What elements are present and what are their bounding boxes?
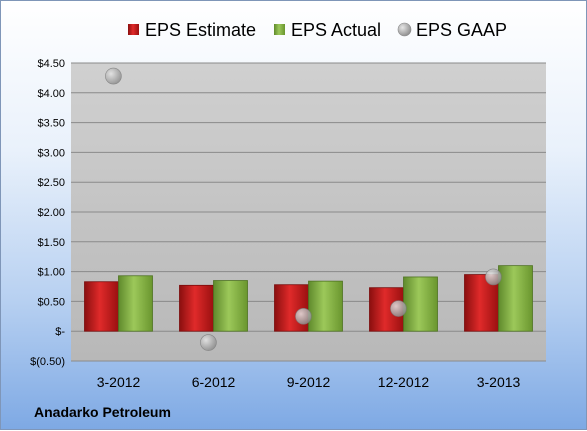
point-eps-gaap [390,300,407,317]
x-tick-label: 12-2012 [378,374,430,390]
y-tick-label: $2.00 [37,207,65,219]
y-tick-label: $1.00 [37,267,65,279]
legend: EPS Estimate EPS Actual EPS GAAP [128,20,507,40]
legend-eps-gaap-swatch [397,22,412,37]
legend-eps-estimate-label: EPS Estimate [145,20,256,40]
y-tick-label: $1.50 [37,237,65,249]
y-tick-label: $4.00 [37,88,65,100]
y-tick-label: $(0.50) [30,356,65,368]
x-tick-label: 9-2012 [287,374,331,390]
bar-eps-actual [403,276,438,332]
point-eps-gaap [485,268,502,286]
bar-eps-actual [498,265,533,332]
y-tick-label: $4.50 [37,58,65,70]
bar-eps-estimate [84,281,119,332]
bar-eps-actual [213,280,248,332]
y-tick-label: $3.50 [37,118,65,130]
point-eps-gaap [200,334,217,351]
legend-eps-gaap-label: EPS GAAP [416,20,507,40]
x-tick-label: 6-2012 [192,374,236,390]
x-tick-label: 3-2012 [97,374,141,390]
bar-eps-actual [118,275,153,332]
y-tick-label: $0.50 [37,296,65,308]
legend-eps-estimate-swatch [128,24,139,35]
point-eps-gaap [105,67,122,85]
y-tick-label: $3.00 [37,147,65,159]
y-tick-label: $2.50 [37,177,65,189]
point-eps-gaap [295,307,312,325]
bar-eps-estimate [179,284,214,332]
plot-area: $(0.50) $- $0.50 $1.00 $1.50 $2.00 $2.50 $3.00 $… [30,58,546,390]
bar-eps-actual [308,280,343,332]
x-tick-label: 3-2013 [477,374,521,390]
legend-eps-actual-label: EPS Actual [291,20,381,40]
y-tick-label: $- [55,326,65,338]
legend-eps-actual-swatch [274,24,285,35]
company-label: Anadarko Petroleum [34,404,171,420]
